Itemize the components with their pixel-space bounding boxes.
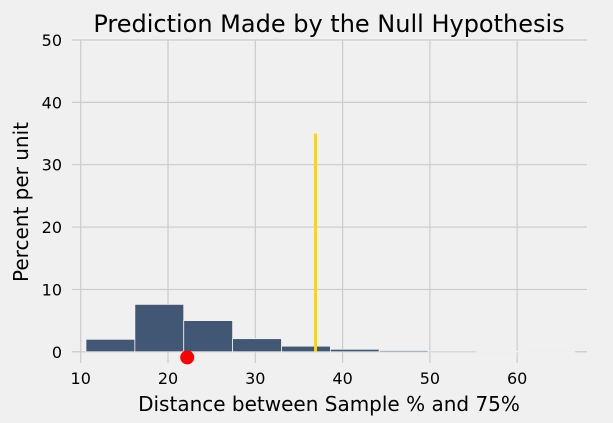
observed-marker-group (180, 350, 195, 365)
y-axis-label: Percent per unit (9, 122, 33, 282)
x-tick-label: 30 (245, 369, 265, 388)
x-tick-label: 50 (420, 369, 440, 388)
y-tick-label: 50 (42, 31, 62, 50)
histogram-bar (378, 350, 429, 353)
histogram-bar (232, 338, 282, 353)
x-tick-label: 10 (71, 369, 91, 388)
y-tick-label: 40 (42, 93, 62, 112)
histogram-bars (85, 303, 576, 353)
x-axis-label: Distance between Sample % and 75% (138, 392, 520, 416)
y-tick-label: 10 (42, 280, 62, 299)
histogram-bar (525, 351, 576, 353)
histogram-bar (281, 345, 331, 353)
y-tick-labels: 0 10 20 30 40 50 (42, 31, 62, 362)
y-tick-label: 0 (52, 343, 62, 362)
histogram-bar (476, 350, 527, 353)
histogram-bar (134, 303, 185, 353)
histogram-bar (85, 338, 136, 353)
histogram-bar (183, 320, 234, 353)
histogram-bar (329, 348, 380, 353)
y-tick-label: 20 (42, 218, 62, 237)
x-tick-label: 40 (332, 369, 352, 388)
x-tick-labels: 10 20 30 40 50 60 (71, 369, 528, 388)
observed-value-marker (180, 350, 195, 365)
histogram-bar (427, 350, 478, 353)
chart-title: Prediction Made by the Null Hypothesis (93, 10, 564, 38)
y-tick-label: 30 (42, 156, 62, 175)
x-tick-label: 20 (158, 369, 178, 388)
x-tick-label: 60 (507, 369, 527, 388)
